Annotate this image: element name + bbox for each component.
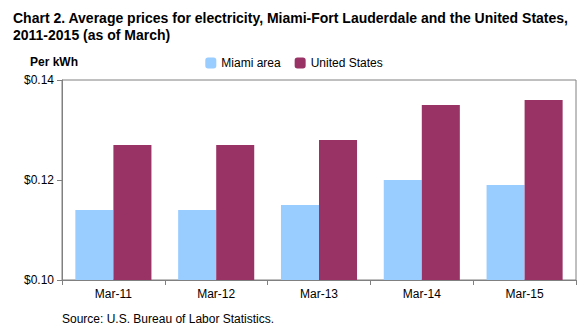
svg-text:Mar-15: Mar-15 <box>506 287 544 301</box>
svg-text:Mar-12: Mar-12 <box>197 287 235 301</box>
svg-text:United States: United States <box>311 56 383 70</box>
svg-text:$0.12: $0.12 <box>24 173 54 187</box>
svg-text:Per kWh: Per kWh <box>30 55 78 69</box>
svg-text:Mar-11: Mar-11 <box>95 287 132 301</box>
svg-text:Mar-13: Mar-13 <box>300 287 338 301</box>
svg-text:Source: U.S. Bureau of Labor S: Source: U.S. Bureau of Labor Statistics. <box>62 312 274 326</box>
svg-text:$0.14: $0.14 <box>24 73 54 87</box>
svg-text:Miami area: Miami area <box>221 56 281 70</box>
svg-text:Chart 2. Average prices for el: Chart 2. Average prices for electricity,… <box>13 10 572 26</box>
svg-text:2011-2015 (as of March): 2011-2015 (as of March) <box>13 27 170 43</box>
svg-text:Mar-14: Mar-14 <box>403 287 441 301</box>
svg-text:$0.10: $0.10 <box>24 273 54 287</box>
